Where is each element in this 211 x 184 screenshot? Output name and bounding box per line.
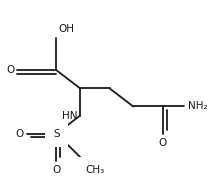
Text: O: O xyxy=(52,165,61,175)
Text: HN: HN xyxy=(62,111,77,121)
Text: OH: OH xyxy=(58,24,74,34)
Text: O: O xyxy=(6,65,14,75)
Text: O: O xyxy=(16,129,24,139)
Text: S: S xyxy=(53,129,60,139)
Text: NH₂: NH₂ xyxy=(188,101,208,111)
Text: O: O xyxy=(159,138,167,148)
Text: CH₃: CH₃ xyxy=(85,165,104,175)
